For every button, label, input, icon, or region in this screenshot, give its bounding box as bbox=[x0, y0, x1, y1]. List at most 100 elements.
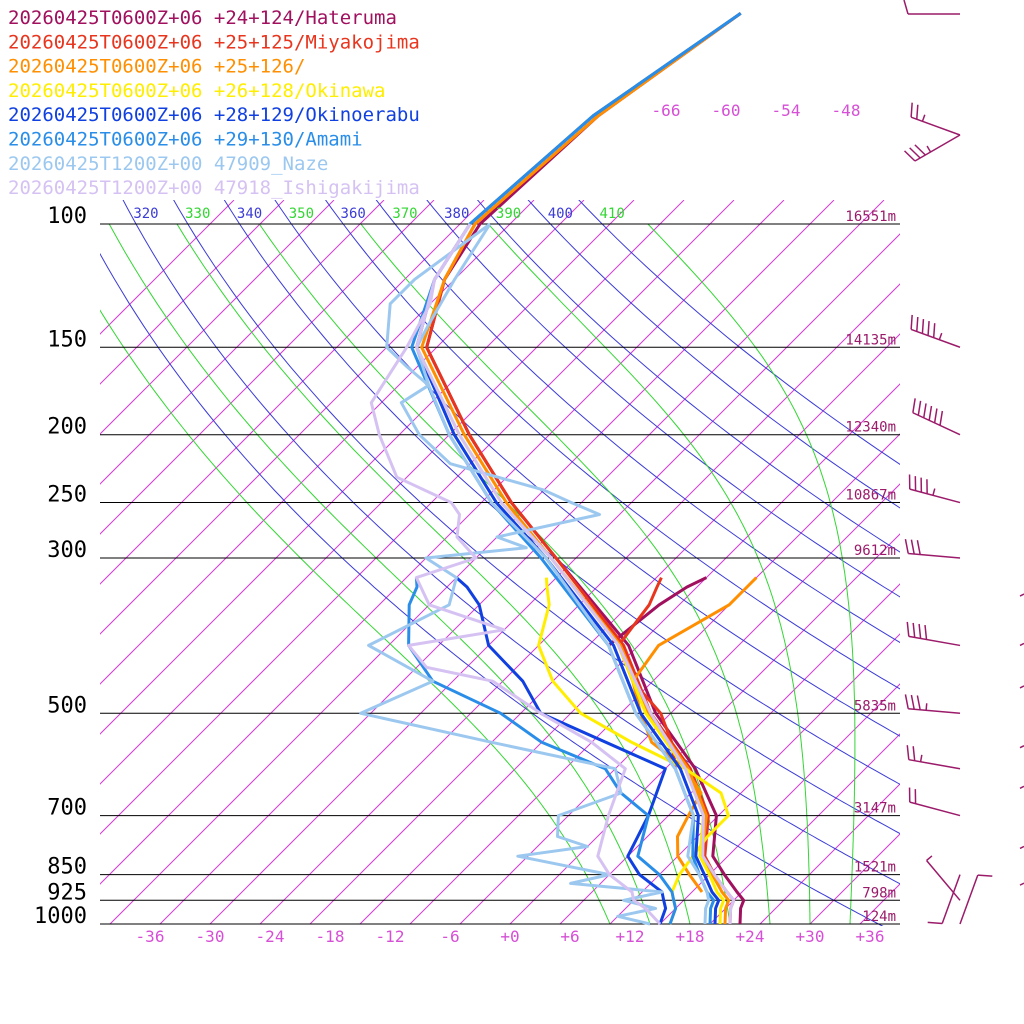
wind-barb-flag bbox=[912, 398, 916, 413]
wind-tick bbox=[1019, 642, 1024, 647]
x-tick-label: -30 bbox=[196, 927, 225, 946]
isotherm-line bbox=[209, 233, 900, 925]
legend-entry: 20260425T1200Z+00 47918_Ishigakijima bbox=[8, 177, 420, 199]
wind-barb-flag bbox=[928, 405, 933, 421]
wind-barb-flag bbox=[927, 921, 943, 925]
dry-adiabat-line bbox=[223, 200, 900, 785]
wind-barb-flag bbox=[916, 695, 921, 710]
isotherm-lines bbox=[100, 200, 900, 925]
wind-barb-flag bbox=[910, 694, 915, 710]
wind-barb-staff bbox=[910, 116, 961, 136]
x-tick-label: -12 bbox=[376, 927, 405, 946]
x-tick-label: +18 bbox=[676, 927, 705, 946]
height-label: 798m bbox=[862, 885, 896, 901]
wind-barb-flag bbox=[906, 745, 910, 760]
wind-barb bbox=[906, 621, 961, 647]
wind-barb-flag bbox=[916, 540, 921, 555]
wind-barb-flag bbox=[912, 622, 916, 638]
wind-barb-half bbox=[926, 145, 932, 153]
wind-tick bbox=[1019, 745, 1024, 749]
wind-barb-staff bbox=[926, 859, 961, 901]
dry-adiabat-line bbox=[324, 200, 900, 690]
dry-adiabat-line bbox=[173, 200, 900, 835]
height-label: 5835m bbox=[854, 698, 896, 714]
isotherm-line bbox=[100, 200, 585, 685]
moist-adiabat-line bbox=[487, 223, 811, 924]
moist-adiabat-lines bbox=[100, 223, 856, 925]
wind-barb-half bbox=[921, 114, 926, 122]
wind-barb bbox=[903, 0, 960, 15]
legend-entry: 20260425T1200Z+00 47909_Naze bbox=[8, 153, 328, 175]
dry-adiabat-line bbox=[527, 200, 900, 509]
isotherm-line bbox=[100, 200, 485, 585]
wind-barb bbox=[927, 874, 961, 925]
height-label: 124m bbox=[862, 909, 896, 925]
height-label: 1521m bbox=[854, 860, 896, 876]
legend: 20260425T0600Z+06 +24+124/Hateruma202604… bbox=[8, 7, 420, 199]
pressure-label: 100 bbox=[47, 204, 87, 229]
isotherm-line bbox=[509, 533, 900, 925]
isotherm-line bbox=[100, 200, 535, 635]
legend-entry: 20260425T0600Z+06 +26+128/Okinawa bbox=[8, 80, 386, 102]
pressure-label: 500 bbox=[47, 693, 87, 718]
wind-barb-flag bbox=[924, 624, 928, 640]
wind-barb-half bbox=[932, 488, 936, 496]
theta-label: 360 bbox=[341, 206, 366, 222]
wind-barb-flag bbox=[903, 150, 916, 162]
isotherm-line bbox=[100, 200, 635, 735]
legend-entry: 20260425T0600Z+06 +28+129/Okinoerabu bbox=[8, 104, 420, 126]
isotherm-line bbox=[459, 483, 900, 925]
theta-label: 370 bbox=[392, 206, 417, 222]
wind-barb-flag bbox=[916, 104, 919, 120]
legend-entry: 20260425T0600Z+06 +24+124/Hateruma bbox=[8, 7, 397, 29]
dry-adiabat-lines bbox=[100, 200, 900, 926]
x-tick-label: +30 bbox=[796, 927, 825, 946]
x-tick-label: +6 bbox=[560, 927, 579, 946]
temperature-line bbox=[415, 223, 736, 925]
wind-barb-flag bbox=[977, 874, 993, 877]
wind-barb-staff bbox=[908, 758, 961, 770]
wind-barb-flag bbox=[918, 623, 922, 639]
wind-barb bbox=[912, 398, 961, 436]
isotherm-line bbox=[159, 200, 885, 925]
height-label: 9612m bbox=[854, 543, 896, 559]
wind-barb bbox=[904, 539, 961, 559]
moist-adiabat-line bbox=[176, 223, 691, 925]
pressure-label: 700 bbox=[47, 796, 87, 821]
wind-barb-staff bbox=[909, 488, 961, 504]
wind-barb-flag bbox=[933, 408, 938, 424]
wind-barb-flag bbox=[904, 694, 909, 709]
dry-adiabat-line bbox=[100, 252, 884, 926]
height-label: 14135m bbox=[845, 332, 896, 348]
isotherm-line bbox=[309, 333, 900, 925]
theta-label: 390 bbox=[496, 206, 521, 222]
theta-label: 410 bbox=[600, 206, 625, 222]
upper-temp-label: -60 bbox=[712, 101, 741, 120]
dry-adiabat-line bbox=[426, 200, 900, 598]
dry-adiabat-line bbox=[274, 200, 900, 737]
pressure-label: 1000 bbox=[34, 904, 87, 929]
isotherm-line bbox=[100, 200, 235, 335]
legend-entry: 20260425T0600Z+06 +25+125/Miyakojima bbox=[8, 31, 420, 53]
isotherm-line bbox=[100, 200, 685, 785]
dry-adiabat-line bbox=[476, 200, 900, 553]
theta-label: 380 bbox=[444, 206, 469, 222]
legend-entry: 20260425T0600Z+06 +25+126/ bbox=[8, 56, 305, 78]
wind-barb-half bbox=[926, 855, 933, 862]
x-tick-label: +36 bbox=[856, 927, 885, 946]
wind-barb-half bbox=[919, 754, 923, 762]
theta-label: 400 bbox=[548, 206, 573, 222]
wind-barb-flag bbox=[932, 323, 936, 338]
x-tick-label: -36 bbox=[136, 927, 165, 946]
wind-barb-staff bbox=[908, 707, 961, 715]
isotherm-line bbox=[759, 783, 900, 925]
wind-barb-staff bbox=[908, 635, 961, 647]
wind-barb-flag bbox=[904, 539, 909, 554]
sounding-series bbox=[359, 12, 758, 926]
wind-barb-staff bbox=[908, 552, 961, 559]
wind-barb bbox=[926, 855, 961, 901]
wind-barb-flag bbox=[910, 314, 913, 330]
pressure-label: 300 bbox=[47, 538, 87, 563]
wind-tick bbox=[1019, 882, 1024, 886]
